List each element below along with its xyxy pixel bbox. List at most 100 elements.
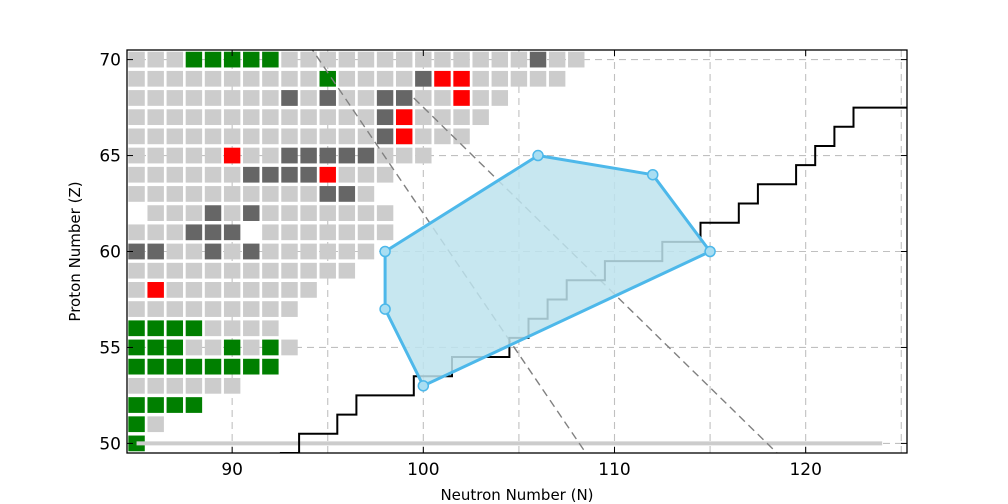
- nuclide-cell-dark: [262, 166, 279, 183]
- x-tick-label: 90: [221, 460, 243, 480]
- nuclide-cell-grey: [147, 109, 164, 126]
- nuclide-cell-green: [147, 358, 164, 375]
- nuclide-cell-green: [223, 51, 241, 68]
- nuclide-cell-grey: [376, 51, 394, 68]
- nuclide-cell-grey: [223, 320, 241, 337]
- nuclide-cell-grey: [166, 70, 184, 87]
- y-axis-label: Proton Number (Z): [66, 181, 84, 321]
- nuclide-cell-dark: [338, 147, 356, 164]
- nuclide-cell-dark: [204, 205, 222, 221]
- nuclide-cell-grey: [185, 339, 203, 356]
- nuclide-cell-grey: [128, 377, 145, 394]
- nuclide-cell-grey: [376, 205, 394, 221]
- nuclide-cell-grey: [185, 205, 203, 221]
- nuclide-cell-grey: [185, 166, 203, 183]
- nuclide-cell-grey: [376, 70, 394, 87]
- nuclide-cell-grey: [300, 262, 317, 279]
- nuclide-cell-dark: [185, 224, 203, 241]
- nuclide-cell-grey: [185, 186, 203, 202]
- nuclide-cell-grey: [147, 90, 164, 106]
- region-vertex: [379, 245, 391, 258]
- nuclide-cell-green: [262, 339, 279, 356]
- nuclide-cell-dark: [300, 166, 317, 183]
- nuclide-cell-dark: [415, 70, 432, 87]
- nuclide-cell-grey: [204, 186, 222, 202]
- nuclide-cell-grey: [568, 51, 585, 68]
- nuclide-cell-grey: [262, 301, 279, 317]
- nuclide-cell-grey: [128, 224, 145, 241]
- nuclide-cell-grey: [185, 301, 203, 317]
- nuclide-cell-grey: [223, 262, 241, 279]
- nuclide-cell-grey: [243, 109, 260, 126]
- nuclide-cell-dark: [376, 90, 394, 106]
- nuclide-cell-grey: [223, 109, 241, 126]
- nuclide-cell-grey: [185, 377, 203, 394]
- nuclide-cell-grey: [281, 339, 298, 356]
- nuclide-cell-green: [204, 358, 222, 375]
- nuclide-cell-grey: [281, 224, 298, 241]
- nuclide-cell-grey: [434, 90, 451, 106]
- nuclide-cell-green: [223, 339, 241, 356]
- nuclide-cell-green: [204, 51, 222, 68]
- nuclide-cell-grey: [147, 224, 164, 241]
- nuclide-cell-grey: [319, 262, 336, 279]
- nuclide-cell-dark: [243, 205, 260, 221]
- nuclide-cell-grey: [223, 128, 241, 145]
- nuclide-cells: [128, 51, 585, 452]
- nuclide-cell-grey: [243, 282, 260, 298]
- nuclide-cell-grey: [243, 128, 260, 145]
- nuclide-cell-grey: [147, 416, 164, 433]
- nuclide-cell-grey: [128, 262, 145, 279]
- nuclide-cell-grey: [166, 205, 184, 221]
- nuclide-cell-grey: [300, 109, 317, 126]
- nuclide-cell-grey: [319, 51, 336, 68]
- nuclide-cell-grey: [128, 109, 145, 126]
- nuclide-cell-grey: [357, 51, 375, 68]
- nuclide-cell-dark: [376, 109, 394, 126]
- nuclide-cell-grey: [223, 377, 241, 394]
- nuclide-cell-green: [185, 397, 203, 413]
- nuclide-cell-grey: [338, 70, 356, 87]
- nuclide-cell-grey: [357, 70, 375, 87]
- nuclide-cell-grey: [281, 205, 298, 221]
- nuclide-cell-grey: [262, 243, 279, 260]
- nuclide-cell-grey: [223, 70, 241, 87]
- nuclide-cell-dark: [319, 186, 336, 202]
- nuclide-cell-red: [395, 109, 413, 126]
- axis-ticks: 90 100 110 120 50 55 60 65 70: [99, 50, 907, 480]
- nuclide-cell-grey: [338, 109, 356, 126]
- nuclide-cell-grey: [281, 109, 298, 126]
- nuclide-cell-grey: [166, 186, 184, 202]
- nuclide-cell-grey: [243, 90, 260, 106]
- nuclide-cell-grey: [472, 90, 489, 106]
- nuclide-cell-grey: [434, 128, 451, 145]
- nuclide-cell-grey: [243, 186, 260, 202]
- nuclide-cell-grey: [415, 51, 432, 68]
- nuclide-cell-grey: [185, 90, 203, 106]
- nuclide-cell-green: [262, 358, 279, 375]
- nuclide-cell-grey: [510, 51, 528, 68]
- y-tick-label: 60: [99, 243, 121, 263]
- nuclide-cell-grey: [281, 243, 298, 260]
- nuclide-cell-dark: [319, 90, 336, 106]
- nuclide-cell-grey: [147, 301, 164, 317]
- nuclide-cell-green: [319, 70, 336, 87]
- nuclide-cell-dark: [128, 243, 145, 260]
- nuclide-cell-grey: [319, 224, 336, 241]
- nuclide-cell-grey: [147, 166, 164, 183]
- nuclide-cell-grey: [185, 243, 203, 260]
- nuclide-cell-dark: [300, 147, 317, 164]
- nuclide-cell-grey: [223, 186, 241, 202]
- nuclide-cell-grey: [300, 205, 317, 221]
- region-vertex: [704, 245, 716, 258]
- y-tick-label: 70: [99, 51, 121, 71]
- nuclide-cell-green: [185, 320, 203, 337]
- nuclide-cell-red: [434, 70, 451, 87]
- nuclide-cell-green: [166, 339, 184, 356]
- nuclide-cell-grey: [453, 109, 470, 126]
- nuclide-cell-grey: [281, 51, 298, 68]
- nuclide-cell-grey: [262, 186, 279, 202]
- nuclide-cell-grey: [472, 109, 489, 126]
- region-vertex: [417, 380, 430, 392]
- nuclide-cell-grey: [185, 147, 203, 164]
